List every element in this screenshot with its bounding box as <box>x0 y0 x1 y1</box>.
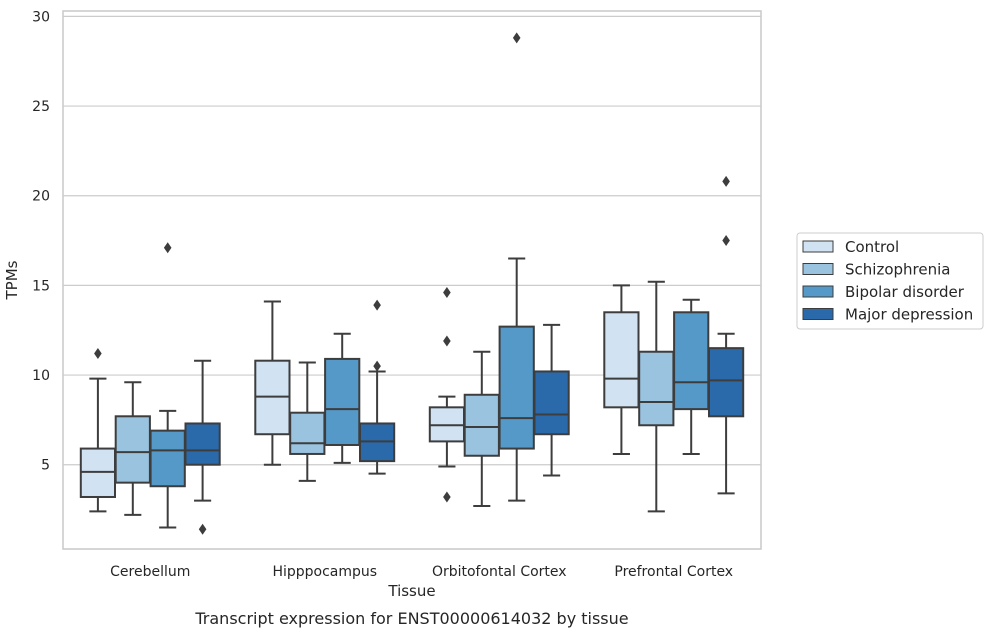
outlier-marker <box>373 299 381 311</box>
box-iqr <box>673 311 710 411</box>
outlier-marker <box>373 360 381 372</box>
outlier-marker <box>443 491 451 503</box>
legend-label: Control <box>845 238 899 256</box>
box-iqr <box>114 415 151 484</box>
box-control <box>254 300 291 466</box>
y-tick-label: 20 <box>32 189 50 205</box>
box-schizophrenia <box>114 381 151 516</box>
legend-swatch <box>802 308 834 320</box>
box-iqr <box>463 393 500 457</box>
y-tick-label: 10 <box>32 368 50 384</box>
outlier-marker <box>722 235 730 247</box>
outlier-marker <box>443 287 451 299</box>
box-major-depression <box>184 359 221 535</box>
box-control <box>428 287 466 503</box>
legend-swatch <box>802 285 834 298</box>
box-iqr <box>149 429 186 488</box>
box-schizophrenia <box>289 361 326 482</box>
y-axis-label: TPMs <box>3 260 21 300</box>
box-control <box>79 348 117 513</box>
outlier-marker <box>443 335 451 347</box>
box-iqr <box>603 311 640 409</box>
box-plot-series <box>79 32 745 535</box>
x-tick-label: Cerebellum <box>110 564 190 580</box>
box-major-depression <box>358 299 396 475</box>
box-iqr <box>707 347 745 418</box>
x-tick-label: Prefrontal Cortex <box>614 564 733 580</box>
outlier-marker <box>94 348 102 360</box>
x-tick-label: Hipppocampus <box>272 564 377 580</box>
box-iqr <box>289 411 326 455</box>
box-bipolar-disorder <box>324 332 361 464</box>
legend-label: Bipolar disorder <box>845 283 965 301</box>
box-iqr <box>184 422 221 466</box>
outlier-marker <box>198 523 207 535</box>
legend-swatch <box>802 240 834 253</box>
legend-items: Control Schizophrenia Bipolar disorder Majo… <box>802 238 973 324</box>
box-iqr <box>533 370 570 436</box>
y-tick-label: 15 <box>32 278 50 294</box>
chart-caption: Transcript expression for ENST0000061403… <box>194 609 628 628</box>
y-tick-labels: 5 10 15 20 25 30 <box>32 9 50 473</box>
y-tick-label: 5 <box>41 458 50 474</box>
x-axis-label: Tissue <box>387 582 435 600</box>
y-tick-label: 30 <box>32 9 50 25</box>
box-bipolar-disorder <box>673 298 710 455</box>
box-iqr <box>324 357 361 446</box>
box-schizophrenia <box>463 350 500 507</box>
box-iqr <box>498 325 535 450</box>
outlier-marker <box>163 242 172 254</box>
legend-label: Schizophrenia <box>845 261 950 279</box>
box-bipolar-disorder <box>498 32 535 502</box>
outlier-marker <box>722 175 730 187</box>
box-major-depression <box>533 323 570 477</box>
box-control <box>603 284 640 455</box>
x-tick-labels: Cerebellum Hipppocampus Orbitofontal Corte… <box>110 564 733 580</box>
gridlines <box>63 15 761 466</box>
legend-frame <box>796 232 984 330</box>
legend-swatch <box>802 263 834 275</box>
outlier-marker <box>512 32 521 44</box>
box-iqr <box>638 350 675 427</box>
legend: Control Schizophrenia Bipolar disorder Majo… <box>796 232 984 330</box>
box-schizophrenia <box>638 280 675 513</box>
y-tick-label: 25 <box>32 99 50 115</box>
box-major-depression <box>707 175 745 495</box>
plot-area-frame <box>62 10 762 550</box>
legend-label: Major depression <box>845 306 973 324</box>
x-tick-label: Orbitofontal Cortex <box>432 564 567 580</box>
box-bipolar-disorder <box>149 242 186 529</box>
